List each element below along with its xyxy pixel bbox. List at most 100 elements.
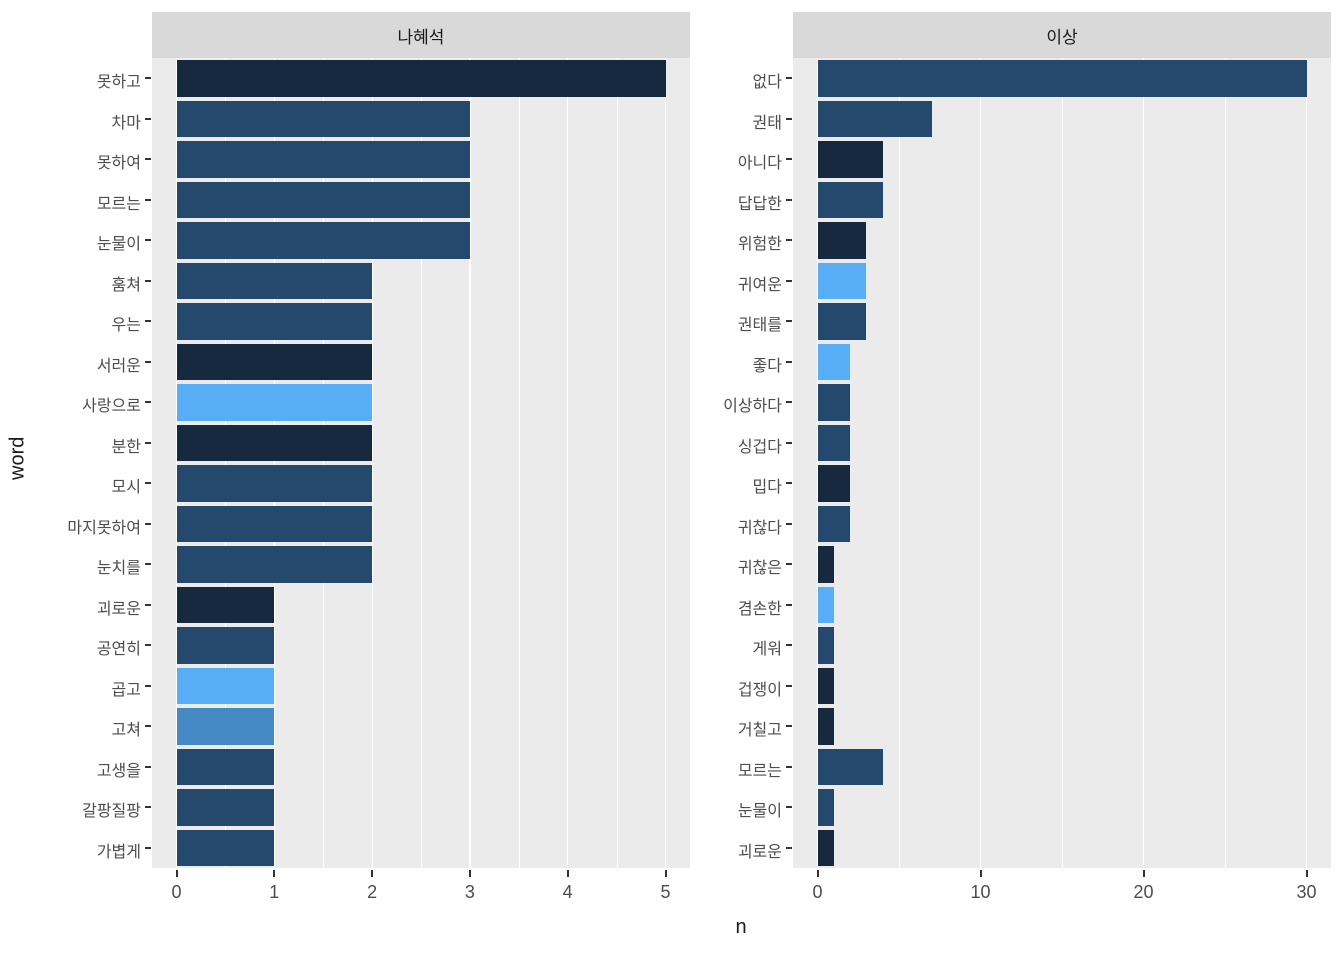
bar-마지못하여 (176, 505, 373, 542)
bar-고쳐 (176, 708, 275, 745)
bar-눈치를 (176, 546, 373, 583)
y-tick-mark (145, 482, 151, 485)
y-tick-mark (786, 522, 792, 525)
bar-곱고 (176, 667, 275, 704)
gridline-minor (1062, 58, 1063, 868)
bar-갈팡질팡 (176, 789, 275, 826)
y-axis-label: 겁쟁이 (737, 681, 782, 699)
y-axis-label: 훔쳐 (111, 276, 141, 294)
y-tick-mark (786, 401, 792, 404)
x-axis-label: 30 (1296, 882, 1317, 902)
y-axis-label: 모르는 (737, 762, 782, 780)
y-axis-label: 거칠고 (737, 722, 782, 740)
y-tick-mark (786, 725, 792, 728)
y-tick-mark (145, 644, 151, 647)
bar-고생을 (176, 748, 275, 785)
x-tick-mark (566, 870, 569, 877)
bar-밉다 (817, 465, 851, 502)
y-tick-mark (786, 482, 792, 485)
y-axis-label: 밉다 (752, 479, 782, 497)
x-axis-title: n (735, 916, 747, 938)
y-tick-mark (786, 279, 792, 282)
x-axis-label: 1 (269, 882, 280, 902)
bar-괴로운 (817, 829, 834, 866)
y-tick-mark (145, 846, 151, 849)
y-tick-mark (145, 117, 151, 120)
y-tick-mark (786, 684, 792, 687)
y-axis-label: 귀여운 (737, 276, 782, 294)
bar-귀여운 (817, 262, 867, 299)
y-axis-label: 분한 (111, 438, 141, 456)
y-tick-mark (786, 765, 792, 768)
y-tick-mark (786, 644, 792, 647)
bar-못하여 (176, 141, 470, 178)
x-axis-label: 3 (464, 882, 475, 902)
y-tick-mark (145, 401, 151, 404)
y-axis-label: 눈치를 (96, 560, 141, 578)
bar-공연히 (176, 627, 275, 664)
y-tick-mark (145, 77, 151, 80)
x-tick-mark (175, 870, 178, 877)
bar-아니다 (817, 141, 883, 178)
y-axis-label: 차마 (111, 114, 141, 132)
y-axis-label: 눈물이 (737, 803, 782, 821)
y-axis-label: 공연히 (96, 641, 141, 659)
gridline-major (371, 58, 373, 868)
y-axis-label: 사랑으로 (82, 398, 141, 416)
plot-panel (793, 58, 1331, 868)
bar-귀찮다 (817, 505, 851, 542)
x-tick-mark (371, 870, 374, 877)
y-axis-label: 고쳐 (111, 722, 141, 740)
y-axis-label: 귀찮다 (737, 519, 782, 537)
bar-괴로운 (176, 586, 275, 623)
plot-panel (152, 58, 690, 868)
bar-귀찮은 (817, 546, 834, 583)
x-axis-label: 5 (660, 882, 671, 902)
bar-이상하다 (817, 384, 851, 421)
bar-권태 (817, 100, 932, 137)
y-tick-mark (145, 360, 151, 363)
y-axis-label: 서러운 (96, 357, 141, 375)
gridline-major (979, 58, 982, 868)
y-tick-mark (786, 198, 792, 201)
y-tick-mark (145, 158, 151, 161)
y-axis-label: 싱겁다 (737, 438, 782, 456)
bar-가볍게 (176, 829, 275, 866)
bar-모시 (176, 465, 373, 502)
y-tick-mark (145, 806, 151, 809)
x-axis-label: 4 (562, 882, 573, 902)
y-tick-mark (786, 239, 792, 242)
y-tick-mark (145, 320, 151, 323)
y-axis-label: 눈물이 (96, 236, 141, 254)
x-tick-mark (273, 870, 276, 877)
gridline-major (567, 58, 569, 868)
y-axis-label: 못하고 (96, 74, 141, 92)
y-tick-mark (786, 158, 792, 161)
gridline-minor (518, 58, 520, 868)
bar-모르는 (817, 748, 883, 785)
y-tick-mark (145, 563, 151, 566)
y-axis-label: 괴로운 (737, 843, 782, 861)
y-axis-label: 좋다 (752, 357, 782, 375)
y-tick-mark (145, 239, 151, 242)
y-tick-mark (145, 603, 151, 606)
y-tick-mark (786, 441, 792, 444)
gridline-minor (323, 58, 325, 868)
y-axis-label: 모시 (111, 479, 141, 497)
x-axis-label: 0 (171, 882, 182, 902)
bar-눈물이 (817, 789, 834, 826)
y-tick-mark (145, 684, 151, 687)
y-axis-label: 괴로운 (96, 600, 141, 618)
x-tick-mark (468, 870, 471, 877)
y-axis-label: 게워 (752, 641, 782, 659)
y-tick-mark (145, 765, 151, 768)
bar-모르는 (176, 181, 470, 218)
y-axis-label: 위험한 (737, 236, 782, 254)
y-tick-mark (786, 603, 792, 606)
y-tick-mark (145, 198, 151, 201)
y-axis-label: 모르는 (96, 195, 141, 213)
y-axis-label: 마지못하여 (67, 519, 141, 537)
gridline-minor (225, 58, 227, 868)
bar-서러운 (176, 343, 373, 380)
